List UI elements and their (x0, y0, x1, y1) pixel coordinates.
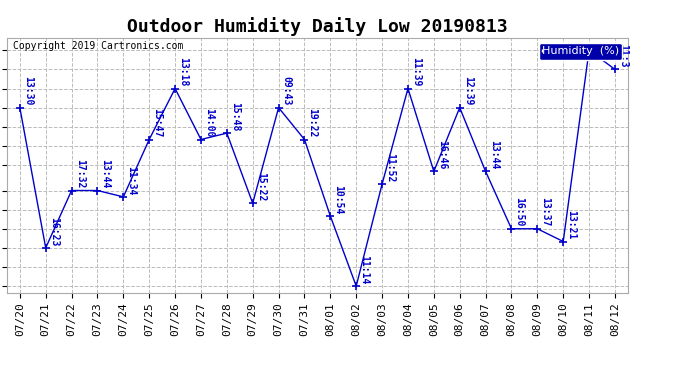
Text: 13:30: 13:30 (23, 76, 33, 106)
Text: 09:43: 09:43 (282, 76, 292, 106)
Text: 15:47: 15:47 (152, 108, 162, 138)
Title: Outdoor Humidity Daily Low 20190813: Outdoor Humidity Daily Low 20190813 (127, 17, 508, 36)
Text: 11:39: 11:39 (411, 57, 421, 87)
Text: 17:32: 17:32 (75, 159, 85, 189)
Text: 14:00: 14:00 (204, 108, 214, 138)
Text: 16:46: 16:46 (437, 140, 447, 170)
Text: 13:21: 13:21 (566, 210, 576, 240)
Legend: Humidity  (%): Humidity (%) (539, 43, 622, 60)
Text: 12:39: 12:39 (463, 76, 473, 106)
Text: Copyright 2019 Cartronics.com: Copyright 2019 Cartronics.com (13, 41, 184, 51)
Text: 13:37: 13:37 (540, 198, 551, 227)
Text: 13:18: 13:18 (178, 57, 188, 87)
Text: 13:44: 13:44 (101, 159, 110, 189)
Text: 11:3: 11:3 (618, 44, 628, 68)
Text: 11:14: 11:14 (359, 255, 369, 284)
Text: 10:54: 10:54 (333, 185, 344, 214)
Text: 11:52: 11:52 (385, 153, 395, 182)
Text: 15:22: 15:22 (256, 172, 266, 201)
Text: 16:23: 16:23 (49, 217, 59, 246)
Text: 16:50: 16:50 (515, 198, 524, 227)
Text: 19:22: 19:22 (308, 108, 317, 138)
Text: 11:34: 11:34 (126, 166, 137, 195)
Text: 13:44: 13:44 (489, 140, 499, 170)
Text: 15:48: 15:48 (230, 102, 240, 131)
